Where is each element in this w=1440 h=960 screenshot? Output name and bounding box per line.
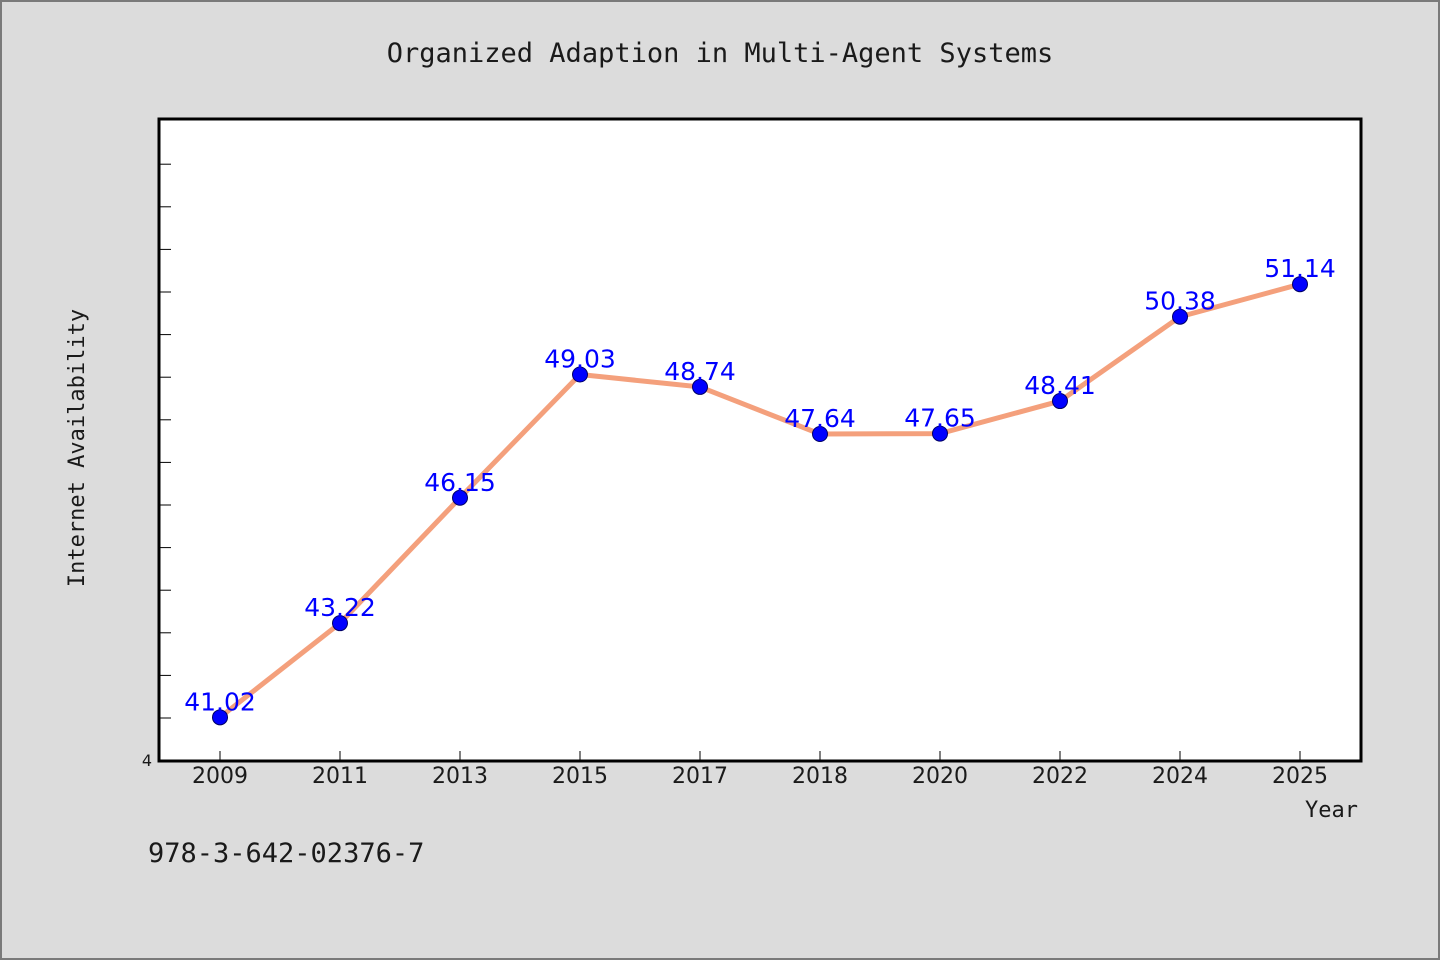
x-tick-label: 2024	[1152, 764, 1208, 789]
data-labels: 41.02 43.22 46.15 49.03 48.74 47.64 47.65 48.41…	[184, 254, 1336, 716]
data-point-marker	[452, 489, 468, 506]
data-point-marker	[812, 426, 828, 443]
x-tick-label: 2020	[912, 764, 968, 789]
data-point-marker	[1172, 308, 1188, 325]
data-label: 50.38	[1144, 287, 1216, 316]
x-axis-label: Year	[1305, 798, 1358, 823]
y-axis-label: Internet Availability	[65, 309, 90, 587]
x-tick-label: 2025	[1272, 764, 1328, 789]
data-label: 43.22	[304, 593, 376, 622]
x-tick-label: 2009	[192, 764, 248, 789]
data-point-marker	[332, 615, 348, 632]
x-axis-ticks: 2009 2011 2013 2015 2017 2018 2020 2022 2024 2025	[192, 751, 1328, 789]
data-point-marker	[572, 366, 588, 383]
x-tick-label: 2022	[1032, 764, 1088, 789]
x-tick-label: 2018	[792, 764, 848, 789]
data-label: 49.03	[544, 345, 616, 374]
data-label: 47.64	[784, 404, 856, 433]
x-tick-label: 2013	[432, 764, 488, 789]
data-markers	[212, 276, 1308, 726]
data-label: 41.02	[184, 687, 256, 716]
isbn-text: 978-3-642-02376-7	[148, 838, 424, 869]
data-label: 47.65	[904, 404, 976, 433]
x-tick-label: 2017	[672, 764, 728, 789]
data-label: 46.15	[424, 468, 496, 497]
x-tick-label: 2011	[312, 764, 368, 789]
data-point-marker	[1292, 276, 1308, 293]
data-point-marker	[932, 425, 948, 442]
x-tick-label: 2015	[552, 764, 608, 789]
y-tick-label: 4	[142, 751, 152, 770]
data-label: 48.74	[664, 357, 736, 386]
plot-area	[157, 117, 1363, 763]
series-line	[218, 281, 1301, 720]
data-label: 51.14	[1264, 254, 1336, 283]
data-label: 48.41	[1024, 371, 1096, 400]
y-axis-ticks	[159, 163, 171, 719]
chart-title: Organized Adaption in Multi-Agent System…	[387, 38, 1053, 69]
series-line-group	[218, 281, 1301, 720]
data-point-marker	[1052, 393, 1068, 410]
data-point-marker	[692, 378, 708, 395]
data-point-marker	[212, 709, 228, 726]
